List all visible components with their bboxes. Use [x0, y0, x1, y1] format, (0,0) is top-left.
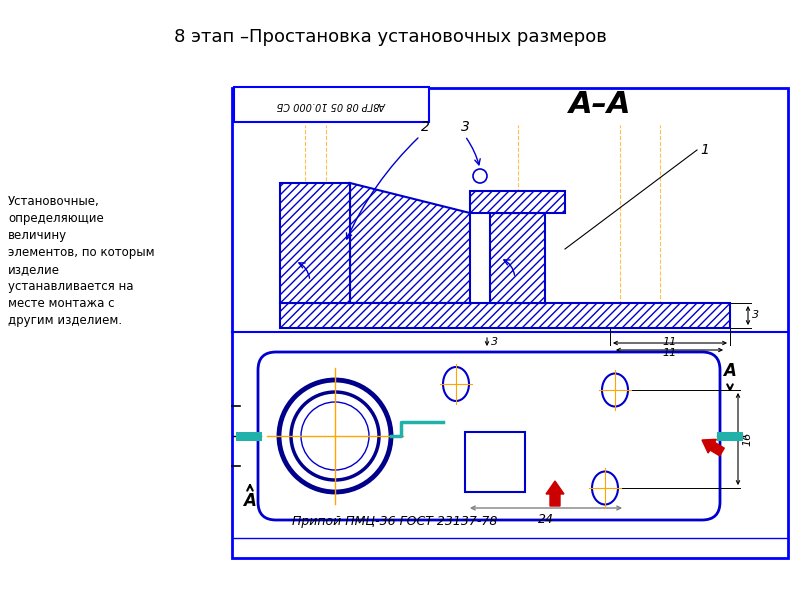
Bar	[234, 87, 429, 122]
Text: А–А: А–А	[569, 90, 631, 119]
Text: 11: 11	[663, 348, 677, 358]
FancyBboxPatch shape	[258, 352, 720, 520]
Bar	[465, 432, 525, 492]
Bar	[470, 191, 565, 213]
Text: 24: 24	[538, 513, 554, 526]
Circle shape	[301, 402, 369, 470]
Ellipse shape	[443, 367, 469, 401]
Text: 3: 3	[752, 311, 759, 320]
Text: 11: 11	[662, 337, 677, 347]
Text: Установочные,
определяющие
величину
элементов, по которым
изделие
устанавливаетс: Установочные, определяющие величину элем…	[8, 195, 154, 327]
Text: Припой ПМЦ-36 ГОСТ 23137-78: Припой ПМЦ-36 ГОСТ 23137-78	[292, 515, 498, 528]
Text: А: А	[723, 362, 737, 380]
FancyArrow shape	[546, 481, 564, 506]
Circle shape	[291, 392, 379, 480]
Text: 8 этап –Простановка установочных размеров: 8 этап –Простановка установочных размеро…	[174, 28, 606, 46]
Ellipse shape	[592, 472, 618, 505]
Bar	[280, 183, 350, 303]
Text: А: А	[243, 492, 257, 510]
Bar	[280, 303, 730, 328]
Bar	[232, 88, 788, 558]
Ellipse shape	[602, 373, 628, 407]
Polygon shape	[350, 183, 470, 303]
Bar	[236, 431, 262, 440]
Bar	[717, 431, 743, 440]
Text: А8ГР 08 05 10.000 СБ: А8ГР 08 05 10.000 СБ	[277, 100, 386, 109]
Text: 2: 2	[421, 120, 430, 134]
FancyArrow shape	[702, 439, 724, 456]
Text: 3: 3	[491, 337, 498, 347]
Text: 16: 16	[742, 432, 752, 446]
Text: 3: 3	[461, 120, 470, 134]
Bar	[490, 213, 545, 303]
Text: 1: 1	[700, 143, 709, 157]
Circle shape	[279, 380, 391, 492]
Circle shape	[473, 169, 487, 183]
